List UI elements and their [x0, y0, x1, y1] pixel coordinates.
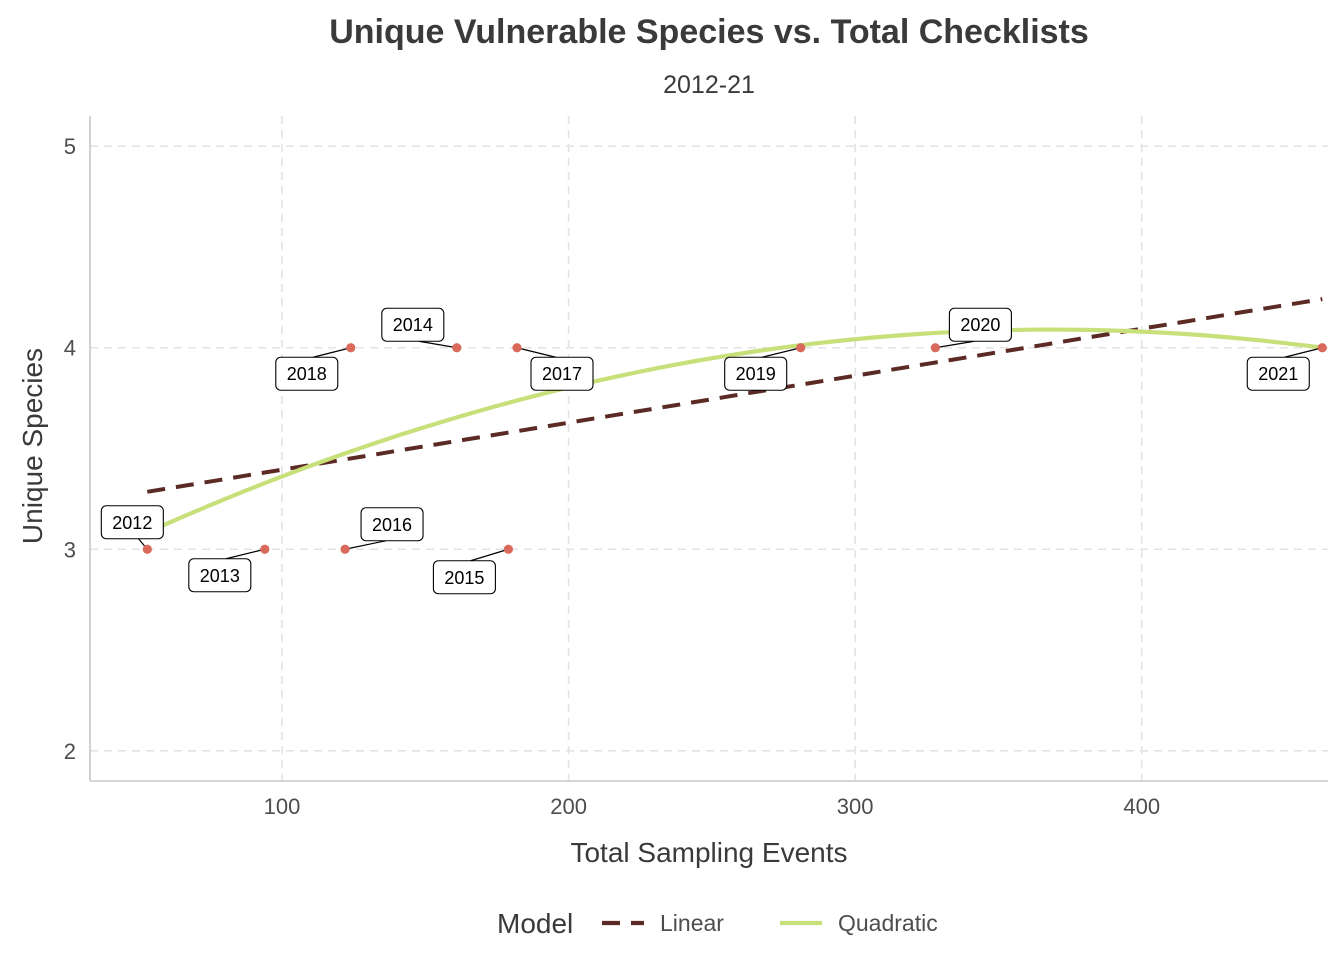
legend-label: Linear [660, 910, 724, 936]
label-box [100, 505, 164, 540]
label-text: 2018 [287, 364, 327, 384]
label-connector [225, 548, 265, 560]
legend-title: Model [497, 908, 573, 939]
point-label: 2016 [344, 507, 424, 550]
data-point [796, 343, 806, 353]
y-axis-ticks: 2 3 4 5 [64, 134, 76, 764]
data-point [930, 343, 940, 353]
y-tick-label: 3 [64, 537, 76, 562]
label-box [530, 356, 594, 391]
legend: Model Linear Quadratic [497, 908, 938, 939]
chart-title: Unique Vulnerable Species vs. Total Chec… [329, 13, 1089, 51]
x-tick-label: 200 [550, 794, 587, 819]
label-connector [312, 347, 351, 358]
y-tick-label: 2 [64, 739, 76, 764]
x-axis-title: Total Sampling Events [570, 837, 847, 868]
x-axis-ticks: 100 200 300 400 [264, 794, 1160, 819]
point-label: 2018 [275, 347, 351, 391]
model-line-quadratic [146, 327, 1323, 535]
label-box [360, 507, 424, 542]
label-connector [1284, 347, 1323, 358]
model-lines [146, 297, 1323, 535]
axes [89, 116, 1328, 782]
label-text: 2021 [1258, 364, 1298, 384]
data-point [142, 544, 152, 554]
data-point [503, 544, 513, 554]
label-text: 2019 [736, 364, 776, 384]
data-point [260, 544, 270, 554]
point-labels: 2012 2013 2014 2015 2016 2017 2018 2019 2020 2021 [100, 307, 1323, 595]
label-connector [344, 540, 386, 550]
label-connector [470, 548, 509, 562]
chart-subtitle: 2012-21 [663, 71, 755, 99]
y-tick-label: 5 [64, 134, 76, 159]
point-label: 2012 [100, 505, 164, 550]
point-label: 2015 [432, 548, 509, 595]
label-box [948, 307, 1012, 342]
data-point [1317, 343, 1327, 353]
point-label: 2014 [381, 307, 457, 349]
label-box [188, 558, 252, 593]
point-label: 2019 [724, 347, 801, 391]
x-tick-label: 100 [264, 794, 301, 819]
label-box [724, 356, 788, 391]
label-text: 2020 [960, 315, 1000, 335]
point-label: 2017 [516, 347, 594, 391]
label-text: 2012 [112, 513, 152, 533]
data-points [142, 343, 1327, 554]
label-connector [418, 340, 457, 349]
label-connector [516, 347, 556, 358]
label-text: 2015 [444, 568, 484, 588]
x-tick-label: 400 [1123, 794, 1160, 819]
label-box [275, 356, 339, 391]
label-connector [935, 340, 975, 349]
label-text: 2013 [200, 566, 240, 586]
data-point [512, 343, 522, 353]
data-point [452, 343, 462, 353]
label-box [381, 307, 445, 342]
label-box [1246, 356, 1310, 391]
y-tick-label: 4 [64, 336, 76, 361]
point-label: 2021 [1246, 347, 1323, 391]
point-label: 2013 [188, 548, 265, 593]
grid-lines [90, 116, 1328, 781]
y-axis-title: Unique Species [17, 348, 48, 544]
label-box [432, 560, 496, 595]
legend-label: Quadratic [838, 910, 938, 936]
point-label: 2020 [935, 307, 1012, 349]
x-tick-label: 300 [837, 794, 874, 819]
label-text: 2016 [372, 515, 412, 535]
data-point [346, 343, 356, 353]
label-connector [761, 347, 801, 358]
label-text: 2014 [393, 315, 433, 335]
label-text: 2017 [542, 364, 582, 384]
data-point [340, 544, 350, 554]
